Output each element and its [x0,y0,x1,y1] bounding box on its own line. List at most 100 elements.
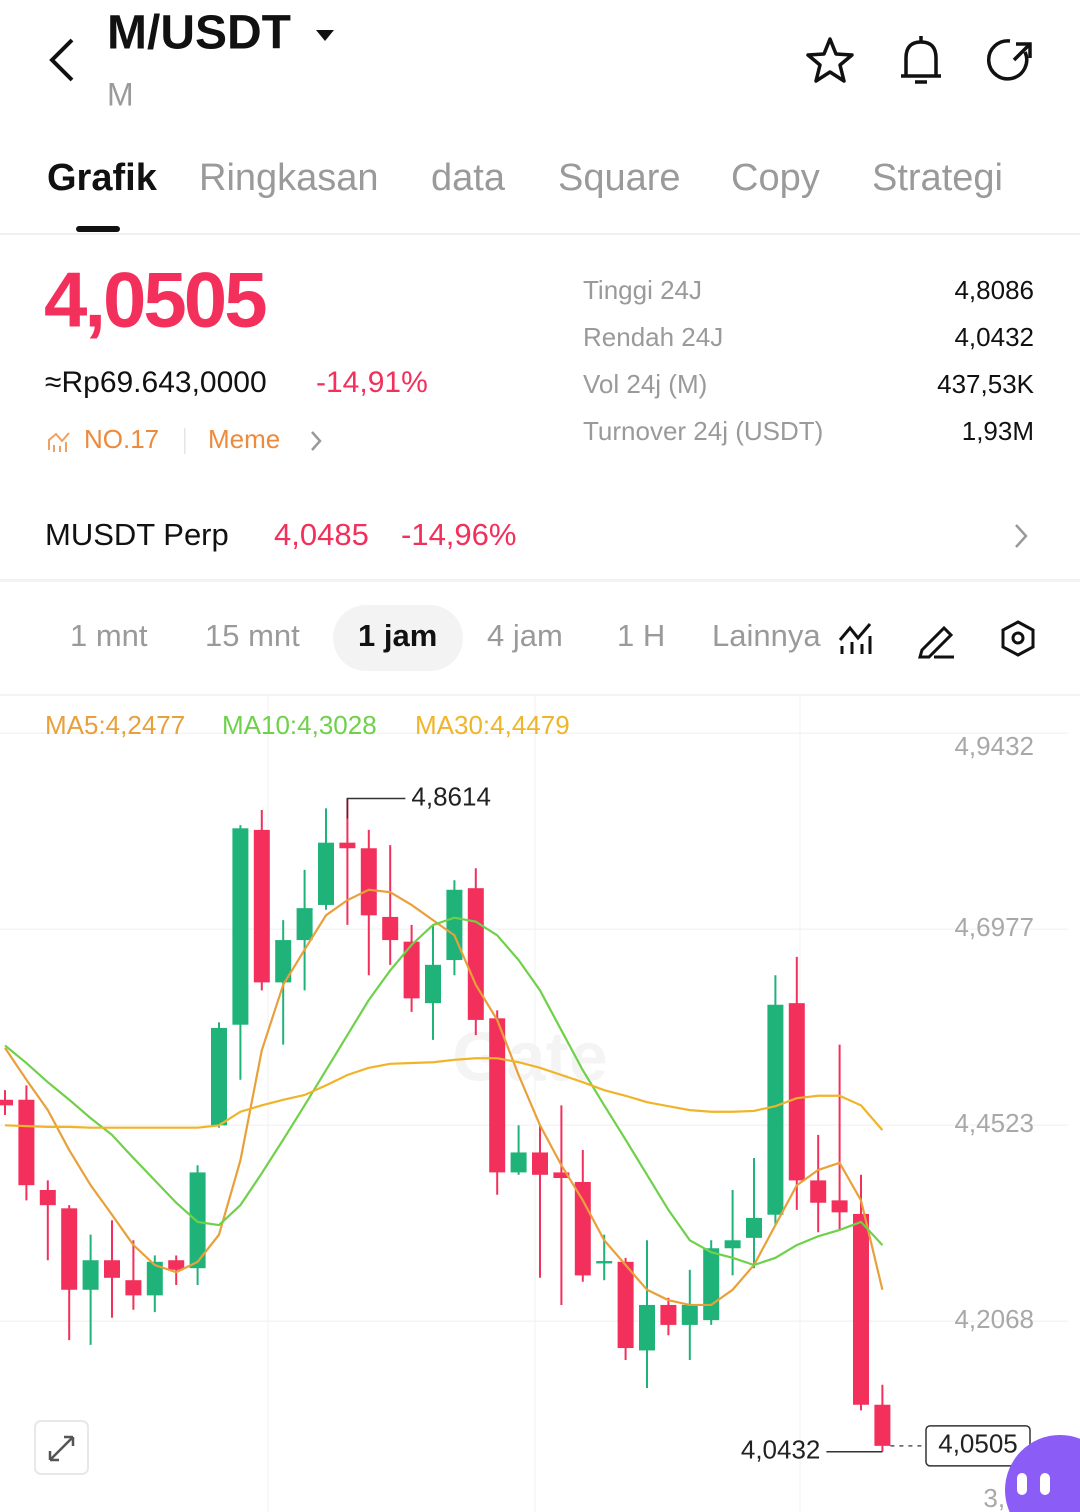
candle-body [639,1304,655,1351]
candle-body [39,1189,56,1206]
candle-body [168,1260,185,1270]
candle-body [532,1152,548,1175]
category-tag[interactable]: Meme [208,424,280,454]
candle-body [831,1200,848,1213]
candle-body [767,1004,784,1215]
rank[interactable]: NO.17 [84,424,159,454]
interval[interactable]: 1 H [617,618,665,653]
stat-label: Rendah 24J [583,322,723,352]
y-tick-label: 4,6977 [954,912,1034,942]
chevron [1015,524,1028,548]
pair-title[interactable]: M/USDT [107,7,291,60]
share-icon[interactable] [986,39,1032,81]
interval[interactable]: 1 mnt [70,618,148,653]
stats: Tinggi 24J 4,8086 Rendah 24J 4,0432 Vol … [583,275,1035,446]
candle-body [788,1003,805,1181]
candle-body [125,1280,142,1296]
candle-body [724,1240,741,1249]
candle-body [296,908,313,941]
candle-body [853,1213,869,1405]
candle-body [810,1180,827,1203]
tab[interactable]: Ringkasan [199,157,379,199]
perp-name: MUSDT Perp [45,517,229,552]
last-price-label: 4,0505 [938,1429,1018,1459]
interval[interactable]: 15 mnt [205,618,300,653]
tab[interactable]: Square [558,157,681,199]
perp-price: 4,0485 [274,517,369,552]
tab[interactable]: data [431,157,506,199]
candle-body [425,964,441,1004]
interval[interactable]: 4 jam [487,618,563,653]
chevron [311,431,322,451]
candle-body [489,1018,506,1173]
ma-line [4,888,884,1307]
interval-bar: 1 mnt 15 mnt 1 jam 4 jam 1 H Lainnya [70,618,821,653]
tab-bar: Grafik Ringkasan data Square Copy Strate… [47,157,1003,199]
back-button[interactable] [49,38,74,82]
candle-body [61,1208,78,1290]
stat-value: 4,8086 [954,275,1034,305]
candle-body [253,829,270,983]
interval[interactable]: Lainnya [712,618,821,653]
rank-icon [48,432,70,452]
candle-body [382,916,399,941]
tab[interactable]: Copy [731,157,820,199]
interval[interactable]: 1 jam [358,618,437,653]
interval-pill [333,605,463,671]
candle-body [0,1099,13,1106]
ma-line [4,1057,884,1131]
candle-body [681,1304,698,1325]
candle-body [232,828,249,1025]
separator [184,428,186,454]
divider [0,233,1080,235]
y-tick-label: 4,2068 [954,1304,1034,1334]
ma-legend: MA10:4,3028 [222,710,377,740]
stat-value: 4,0432 [954,322,1034,352]
stat-label: Turnover 24j (USDT) [583,416,823,446]
chart: Gate 4,94324,69774,45234,20683,96MA5:4,2… [0,696,1068,1512]
candle-body [275,940,292,983]
candle-body [211,1027,227,1126]
candle-body [339,842,356,849]
indicator-icon[interactable] [838,623,872,654]
alert-icon[interactable] [901,36,941,84]
candle-body [703,1248,720,1321]
assistant-eye [1040,1473,1050,1495]
draw-icon[interactable] [918,625,954,659]
perp-row[interactable]: MUSDT Perp 4,0485 -14,96% [45,517,1028,552]
ma-legend: MA5:4,2477 [45,710,185,740]
y-tick-label: 4,9432 [954,731,1034,761]
candle-body [660,1304,677,1325]
divider [0,694,1080,696]
stat-label: Vol 24j (M) [583,369,707,399]
tab[interactable]: Strategi [872,157,1003,199]
tab[interactable]: Grafik [47,157,158,199]
ma-legend: MA30:4,4479 [415,710,570,740]
annotation-line [346,797,406,819]
y-tick-label: 4,4523 [954,1108,1034,1138]
base-asset: M [107,76,134,112]
price-change: -14,91% [316,366,428,399]
settings-icon[interactable] [1001,620,1035,657]
fiat-price: ≈Rp69.643,0000 [45,366,267,399]
high-annotation: 4,8614 [411,781,491,811]
favorite-icon[interactable] [806,37,854,83]
candle-body [104,1260,120,1278]
assistant-eye [1017,1473,1027,1495]
last-price: 4,0505 [44,256,266,344]
divider [0,579,1080,582]
candle-body [403,941,420,999]
candle-body [553,1172,570,1179]
candle-body [874,1404,891,1446]
low-annotation: 4,0432 [741,1435,821,1465]
dropdown-icon[interactable] [316,30,334,41]
perp-change: -14,96% [401,517,516,552]
candle-body [467,888,484,1020]
candle-body [318,842,334,905]
candle-body [189,1172,206,1269]
candle-body [574,1181,591,1276]
stat-value: 1,93M [962,416,1034,446]
tab-indicator [76,226,120,232]
candle-body [360,848,377,916]
